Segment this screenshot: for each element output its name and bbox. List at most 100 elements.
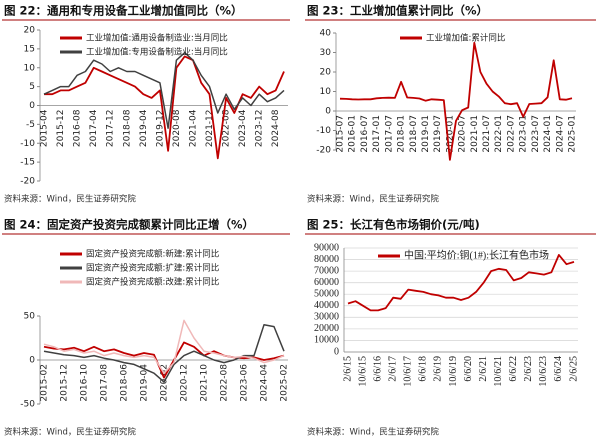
- x-tick-label: 2015-02: [40, 364, 50, 402]
- x-tick-label: 2022-08: [220, 364, 230, 402]
- x-tick-label: 10/6/23: [538, 356, 549, 387]
- x-tick-label: 2023-12: [255, 110, 265, 148]
- legend-label: 固定资产投资完成额:新建:累计同比: [86, 249, 219, 260]
- x-tick-label: 2017-08: [100, 364, 110, 402]
- y-tick-label: 60000: [314, 277, 339, 288]
- x-tick-label: 2024-04: [260, 364, 270, 402]
- x-tick-label: 2023-07: [531, 115, 541, 153]
- y-tick-label: 20000: [314, 323, 339, 334]
- x-tick-label: 2020-02: [160, 364, 170, 402]
- x-tick-label: 2/6/25: [568, 356, 579, 382]
- legend-label: 固定资产投资完成额:改建:累计同比: [86, 277, 219, 288]
- x-tick-label: 2018-08: [122, 109, 132, 147]
- source-note: 资料来源：Wind，民生证券研究院: [4, 427, 136, 438]
- legend-label: 工业增加值:累计同比: [426, 33, 505, 44]
- x-tick-label: 2018-06: [120, 364, 130, 402]
- legend-label: 工业增加值:通用设备制造业:当月同比: [86, 33, 228, 44]
- x-tick-label: 2015-04: [40, 109, 50, 147]
- x-tick-label: 2017-07: [384, 115, 394, 153]
- x-tick-label: 2016-08: [73, 109, 83, 147]
- y-tick-label: 30: [320, 48, 332, 58]
- x-tick-label: 2018-07: [409, 115, 419, 153]
- y-tick-label: -15: [20, 158, 35, 168]
- y-tick-label: 80000: [314, 254, 339, 265]
- series-line: [347, 254, 575, 312]
- y-tick-label: -10: [20, 139, 35, 149]
- series-line: [43, 341, 285, 379]
- x-tick-label: 2019-01: [421, 115, 431, 153]
- legend-label: 固定资产投资完成额:扩建:累计同比: [86, 263, 219, 274]
- y-tick-label: -50: [20, 400, 35, 410]
- x-tick-label: 2016-10: [80, 364, 90, 402]
- y-tick-label: -10: [316, 126, 331, 136]
- x-tick-label: 6/6/16: [372, 356, 383, 382]
- y-tick-label: 10: [320, 87, 332, 97]
- source-note: 资料来源：Wind，民生证券研究院: [307, 427, 439, 438]
- x-tick-label: 2025-01: [568, 115, 578, 153]
- x-tick-label: 2022-08: [222, 109, 232, 147]
- x-tick-label: 2021-04: [188, 109, 198, 147]
- x-tick-label: 2023-04: [238, 109, 248, 147]
- legend-label: 工业增加值:专用设备制造业:当月同比: [86, 47, 228, 58]
- y-tick-label: 50: [24, 312, 36, 322]
- y-tick-label: 20: [24, 26, 36, 36]
- x-tick-label: 2016-07: [360, 115, 370, 153]
- x-tick-label: 10/6/19: [448, 356, 459, 387]
- x-tick-label: 2019-04: [140, 364, 150, 402]
- chart-title: 图 23：工业增加值累计同比（%）: [307, 4, 488, 18]
- x-tick-label: 2017-04: [89, 109, 99, 147]
- series-line: [44, 55, 285, 160]
- x-tick-label: 2021-12: [205, 110, 215, 148]
- chart-title: 图 25：长江有色市场铜价(元/吨): [307, 218, 480, 232]
- x-tick-label: 2015-07: [336, 115, 346, 153]
- y-tick-label: 15: [24, 44, 35, 54]
- x-tick-label: 10/6/21: [493, 356, 504, 387]
- x-tick-label: 6/6/24: [553, 356, 564, 382]
- series-line: [43, 324, 285, 383]
- x-tick-label: 2022-01: [494, 115, 504, 153]
- x-tick-label: 2025-02: [280, 364, 290, 402]
- y-tick-label: 10: [24, 63, 36, 73]
- x-tick-label: 2015-12: [60, 364, 70, 402]
- x-tick-label: 2023-06: [240, 364, 250, 402]
- x-tick-label: 2024-01: [543, 115, 553, 153]
- x-tick-label: 2020-01: [445, 115, 455, 153]
- y-tick-label: 50000: [314, 289, 339, 300]
- x-tick-label: 2019-04: [139, 109, 149, 147]
- y-tick-label: 5: [29, 82, 35, 92]
- y-tick-label: 40: [320, 29, 332, 39]
- x-tick-label: 2022-07: [506, 115, 516, 153]
- source-note: 资料来源：Wind，民生证券研究院: [307, 194, 439, 205]
- y-tick-label: 0: [29, 356, 35, 366]
- chart-title: 图 24：固定资产投资完成额累计同比正增（%）: [4, 218, 254, 232]
- y-tick-label: -5: [26, 120, 35, 130]
- y-tick-label: -20: [316, 146, 331, 156]
- x-tick-label: 2/6/17: [387, 356, 398, 382]
- x-tick-label: 2/6/15: [342, 356, 353, 382]
- series-line: [43, 319, 285, 374]
- y-tick-label: 40000: [314, 300, 339, 311]
- y-tick-label: 20: [320, 68, 332, 78]
- legend-label: 中国:平均价:铜(1#):长江有色市场: [404, 248, 549, 261]
- x-tick-label: 2023-01: [519, 115, 529, 153]
- x-tick-label: 2/6/23: [523, 356, 534, 382]
- y-tick-label: 10000: [314, 335, 339, 346]
- x-tick-label: 2015-12: [56, 110, 66, 148]
- series-line: [339, 41, 573, 161]
- x-tick-label: 2020-07: [458, 115, 468, 153]
- y-tick-label: -20: [20, 177, 35, 187]
- x-tick-label: 2017-12: [106, 110, 116, 148]
- y-tick-label: 30000: [314, 312, 339, 323]
- x-tick-label: 6/6/22: [508, 356, 519, 382]
- x-tick-label: 2018-01: [397, 115, 407, 153]
- x-tick-label: 2021-07: [482, 115, 492, 153]
- x-tick-label: 2016-01: [348, 115, 358, 153]
- x-tick-label: 2019-12: [155, 110, 165, 148]
- y-tick-label: 0: [325, 107, 331, 117]
- chart-title: 图 22：通用和专用设备工业增加值同比（%）: [4, 4, 243, 18]
- x-tick-label: 6/6/18: [418, 356, 429, 382]
- x-tick-label: 2/6/21: [478, 356, 489, 382]
- y-tick-label: 0: [29, 101, 35, 111]
- x-tick-label: 10/6/15: [357, 356, 368, 387]
